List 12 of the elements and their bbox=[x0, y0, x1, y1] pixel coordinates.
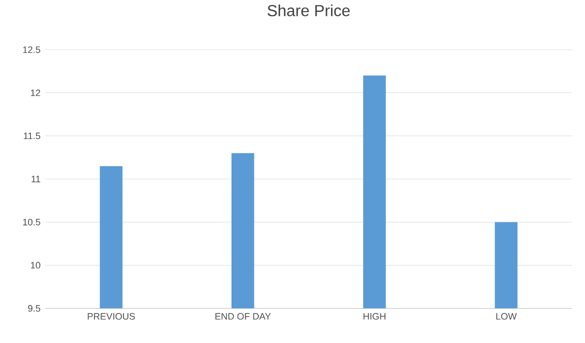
chart-title: Share Price bbox=[268, 4, 350, 16]
y-tick-label: 11.5 bbox=[24, 132, 40, 140]
x-tick-label: LOW bbox=[496, 313, 517, 320]
y-tick-label: 9.5 bbox=[28, 305, 40, 312]
y-tick-label: 12.5 bbox=[23, 46, 40, 53]
x-tick-label: HIGH bbox=[364, 313, 386, 320]
x-tick-label: END OF DAY bbox=[215, 313, 271, 320]
y-tick-label: 10 bbox=[30, 262, 40, 269]
x-tick-label: PREVIOUS bbox=[88, 313, 135, 320]
y-tick-label: 10.5 bbox=[23, 218, 40, 226]
y-tick-label: 12 bbox=[30, 90, 40, 96]
y-tick-label: 11 bbox=[32, 176, 40, 182]
